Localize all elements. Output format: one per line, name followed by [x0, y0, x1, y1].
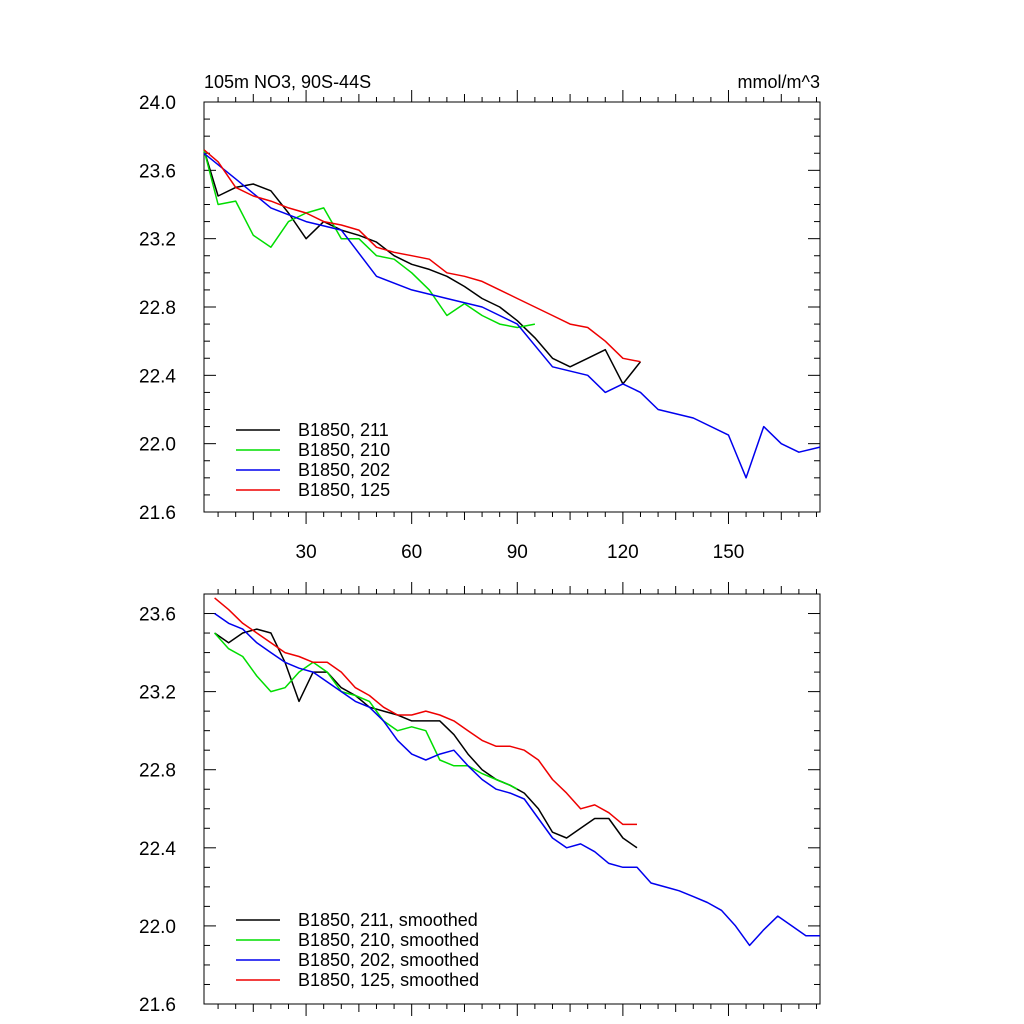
legend-label: B1850, 210: [298, 440, 390, 460]
series-line-1: [203, 149, 536, 329]
y-tick-label: 22.8: [139, 761, 176, 782]
plot-frame-top: [203, 101, 821, 513]
y-tick-label: 23.2: [139, 230, 176, 251]
series-line-2: [203, 152, 821, 479]
legend-label: B1850, 211, smoothed: [298, 910, 478, 930]
legend-label: B1850, 202: [298, 460, 390, 480]
axis-ticks-bottom: 21.6 22.0 22.4 22.8 23.2 23.6: [139, 582, 820, 1016]
y-tick-label: 21.6: [139, 503, 176, 524]
y-tick-label: 22.4: [139, 839, 176, 860]
y-tick-label: 23.6: [139, 605, 176, 626]
legend-label: B1850, 125, smoothed: [298, 970, 479, 990]
y-tick-label: 23.2: [139, 683, 176, 704]
top-panel: 105m NO3, 90S-44S mmol/m^3 21.622.022.42…: [139, 72, 821, 563]
series-line-3: [203, 149, 641, 363]
y-tick-label: 21.6: [139, 995, 176, 1016]
series-lines-top: [203, 149, 821, 479]
x-tick-label: 30: [296, 542, 317, 563]
legend-label: B1850, 125: [298, 480, 390, 500]
axis-ticks-top: 21.6 22.0 22.4 22.8 23.2 23.6 24.0 30 60 90 120 150: [139, 90, 820, 563]
series-line-0: [214, 628, 638, 849]
legend-label: B1850, 211: [298, 420, 389, 440]
chart-units: mmol/m^3: [738, 72, 820, 92]
y-tick-label: 22.8: [139, 298, 176, 319]
x-tick-label: 150: [713, 542, 745, 563]
y-tick-label: 22.4: [139, 366, 176, 387]
plot-frame-bottom: [203, 593, 821, 1005]
legend-label: B1850, 210, smoothed: [298, 930, 479, 950]
chart-title: 105m NO3, 90S-44S: [204, 72, 371, 92]
legend-label: B1850, 202, smoothed: [298, 950, 479, 970]
x-tick-label: 120: [607, 542, 639, 563]
series-lines-bottom: [214, 597, 820, 947]
y-tick-label: 24.0: [139, 93, 176, 114]
series-line-3: [214, 597, 637, 826]
y-tick-label: 23.6: [139, 161, 176, 182]
x-tick-label: 60: [401, 542, 422, 563]
series-line-0: [203, 149, 642, 385]
bottom-panel: 21.6 22.0 22.4 22.8 23.2 23.6 B1850, 211, smo…: [139, 582, 821, 1016]
y-tick-label: 22.0: [139, 917, 176, 938]
series-line-2: [214, 612, 820, 947]
y-tick-label: 22.0: [139, 435, 176, 456]
x-tick-label: 90: [507, 542, 528, 563]
series-line-1: [214, 632, 518, 790]
